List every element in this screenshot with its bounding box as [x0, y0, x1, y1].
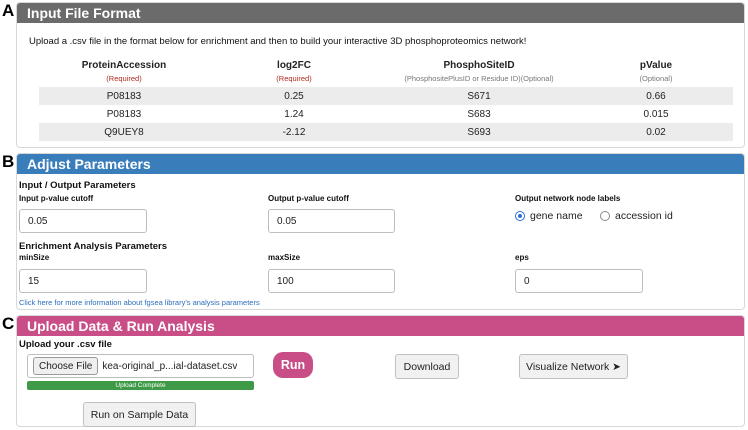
io-section-title: Input / Output Parameters	[19, 180, 136, 191]
table-cell: 0.25	[209, 87, 379, 105]
enrichment-section-title: Enrichment Analysis Parameters	[19, 241, 168, 252]
radio-gene-name[interactable]: gene name	[515, 210, 583, 222]
col-header-pvalue: pValue (Optional)	[579, 55, 733, 87]
output-pvalue-field[interactable]	[268, 209, 395, 233]
parameters-panel: Adjust Parameters Input / Output Paramet…	[16, 153, 745, 310]
format-table: ProteinAccession (Required) log2FC (Requ…	[39, 55, 733, 141]
input-format-title: Input File Format	[17, 3, 744, 23]
run-sample-button[interactable]: Run on Sample Data	[83, 402, 196, 427]
table-row: P08183 1.24 S683 0.015	[39, 105, 733, 123]
table-row: P08183 0.25 S671 0.66	[39, 87, 733, 105]
input-format-intro: Upload a .csv file in the format below f…	[29, 36, 527, 47]
minsize-label: minSize	[19, 253, 50, 262]
selected-file-name: kea-original_p...ial-dataset.csv	[102, 360, 238, 372]
col-header-protein: ProteinAccession (Required)	[39, 55, 209, 87]
table-cell: P08183	[39, 87, 209, 105]
optional-note: (PhosphositePlusID or Residue ID)(Option…	[404, 73, 554, 83]
table-cell: -2.12	[209, 123, 379, 141]
table-cell: P08183	[106, 108, 142, 120]
table-cell: S671	[379, 87, 579, 105]
radio-accession-id[interactable]: accession id	[600, 210, 673, 222]
table-cell: 0.66	[579, 87, 733, 105]
col-header-phosphosite: PhosphoSiteID (PhosphositePlusID or Resi…	[379, 55, 579, 87]
node-labels-label: Output network node labels	[515, 194, 621, 203]
file-input[interactable]: Choose File kea-original_p...ial-dataset…	[27, 354, 254, 378]
maxsize-label: maxSize	[268, 253, 301, 262]
radio-unselected-icon[interactable]	[600, 211, 610, 221]
maxsize-field[interactable]	[268, 269, 395, 293]
parameters-title: Adjust Parameters	[17, 154, 744, 174]
required-note: (Required)	[276, 73, 312, 83]
eps-field[interactable]	[515, 269, 643, 293]
panel-letter-c: C	[2, 314, 15, 333]
upload-panel: Upload Data & Run Analysis Upload your .…	[16, 315, 745, 427]
input-pvalue-label: Input p-value cutoff	[19, 194, 94, 203]
table-cell: 1.24	[284, 108, 304, 120]
table-cell: S693	[379, 123, 579, 141]
visualize-network-button[interactable]: Visualize Network ➤	[519, 354, 628, 379]
table-cell: S683	[467, 108, 491, 120]
table-row: Q9UEY8 -2.12 S693 0.02	[39, 123, 733, 141]
output-pvalue-label: Output p-value cutoff	[268, 194, 349, 203]
upload-file-label: Upload your .csv file	[19, 339, 112, 350]
fgsea-info-link[interactable]: Click here for more information about fg…	[19, 298, 260, 307]
table-cell: 0.015	[643, 108, 669, 120]
panel-letter-b: B	[2, 152, 15, 171]
panel-letter-a: A	[2, 1, 15, 20]
upload-progress-bar: Upload Complete	[27, 381, 254, 390]
input-pvalue-field[interactable]	[19, 209, 147, 233]
upload-title: Upload Data & Run Analysis	[17, 316, 744, 336]
table-cell: Q9UEY8	[39, 123, 209, 141]
eps-label: eps	[515, 253, 529, 262]
col-header-log2fc: log2FC (Required)	[209, 55, 379, 87]
run-button[interactable]: Run	[273, 352, 313, 378]
minsize-field[interactable]	[19, 269, 147, 293]
download-button[interactable]: Download	[395, 354, 459, 379]
table-cell: 0.02	[579, 123, 733, 141]
input-format-panel: Input File Format Upload a .csv file in …	[16, 2, 745, 148]
radio-selected-icon[interactable]	[515, 211, 525, 221]
choose-file-button[interactable]: Choose File	[33, 357, 99, 375]
optional-note: (Optional)	[639, 73, 673, 83]
required-note: (Required)	[106, 73, 142, 83]
